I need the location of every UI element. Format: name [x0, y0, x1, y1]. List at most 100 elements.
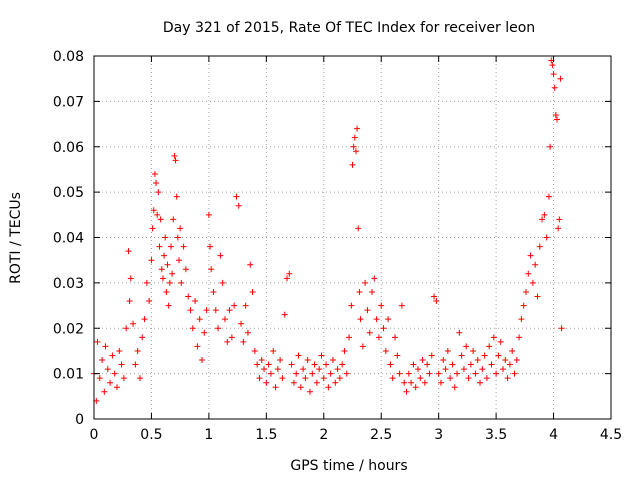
data-point: [483, 375, 490, 382]
data-point: [210, 288, 217, 295]
y-tick-label: 0: [75, 412, 84, 428]
y-axis-label: ROTI / TECUs: [8, 192, 24, 284]
data-point: [477, 379, 484, 386]
data-point: [226, 307, 233, 314]
data-point: [371, 275, 378, 282]
data-point: [401, 379, 408, 386]
data-point: [396, 370, 403, 377]
data-point: [547, 143, 554, 150]
data-point: [327, 370, 334, 377]
data-point: [219, 279, 226, 286]
data-point: [341, 347, 348, 354]
data-point: [554, 116, 561, 123]
data-point: [481, 352, 488, 359]
data-point: [240, 338, 247, 345]
data-point: [158, 266, 165, 273]
data-point: [109, 352, 116, 359]
data-point: [149, 225, 156, 232]
chart-title: Day 321 of 2015, Rate Of TEC Index for r…: [163, 20, 535, 36]
data-point: [194, 343, 201, 350]
data-point: [380, 325, 387, 332]
data-point: [263, 379, 270, 386]
data-point: [224, 338, 231, 345]
x-tick-label: 1.5: [255, 427, 277, 443]
data-point: [284, 275, 291, 282]
data-point: [170, 216, 177, 223]
data-point: [426, 370, 433, 377]
data-point: [359, 343, 366, 350]
data-point: [267, 370, 274, 377]
data-point: [357, 316, 364, 323]
data-point: [506, 361, 513, 368]
data-point: [233, 193, 240, 200]
data-point: [545, 193, 552, 200]
data-point: [350, 143, 357, 150]
data-point: [369, 288, 376, 295]
data-point: [525, 270, 532, 277]
data-point: [460, 366, 467, 373]
data-point: [203, 307, 210, 314]
data-point: [349, 161, 356, 168]
data-point: [132, 361, 139, 368]
data-point: [258, 357, 265, 364]
data-point: [174, 234, 181, 241]
data-point: [366, 329, 373, 336]
data-point: [300, 366, 307, 373]
data-point: [270, 347, 277, 354]
data-point: [173, 193, 180, 200]
data-point: [217, 252, 224, 259]
data-point: [139, 334, 146, 341]
data-point: [504, 375, 511, 382]
data-point: [146, 298, 153, 305]
data-point: [444, 347, 451, 354]
data-point: [465, 375, 472, 382]
data-point: [339, 361, 346, 368]
data-point: [172, 157, 179, 164]
data-point: [513, 357, 520, 364]
data-point: [316, 366, 323, 373]
data-point: [161, 252, 168, 259]
data-point: [251, 347, 258, 354]
data-point: [166, 279, 173, 286]
data-point: [127, 275, 134, 282]
data-point: [435, 370, 442, 377]
data-point: [185, 293, 192, 300]
data-point: [130, 320, 137, 327]
data-point: [486, 343, 493, 350]
data-point: [242, 302, 249, 309]
data-point: [410, 361, 417, 368]
data-point: [520, 302, 527, 309]
data-point: [325, 384, 332, 391]
y-tick-label: 0.06: [53, 140, 84, 156]
data-point: [440, 357, 447, 364]
data-point: [228, 334, 235, 341]
data-point: [412, 384, 419, 391]
data-point: [385, 316, 392, 323]
data-point: [500, 366, 507, 373]
data-point: [552, 111, 559, 118]
data-point: [205, 211, 212, 218]
data-point: [502, 357, 509, 364]
data-point: [306, 388, 313, 395]
data-point: [157, 216, 164, 223]
data-point: [403, 388, 410, 395]
data-point: [364, 307, 371, 314]
data-point: [421, 379, 428, 386]
data-point: [295, 352, 302, 359]
data-point: [346, 334, 353, 341]
y-tick-label: 0.04: [53, 231, 84, 247]
data-point: [99, 357, 106, 364]
data-point: [221, 316, 228, 323]
data-point: [244, 329, 251, 336]
data-point: [442, 366, 449, 373]
data-point: [102, 343, 109, 350]
data-point: [208, 266, 215, 273]
grid: [94, 56, 611, 419]
data-point: [151, 170, 158, 177]
data-point: [169, 270, 176, 277]
data-point: [154, 211, 161, 218]
data-point: [348, 302, 355, 309]
data-point: [463, 343, 470, 350]
data-point: [417, 375, 424, 382]
data-point: [318, 352, 325, 359]
